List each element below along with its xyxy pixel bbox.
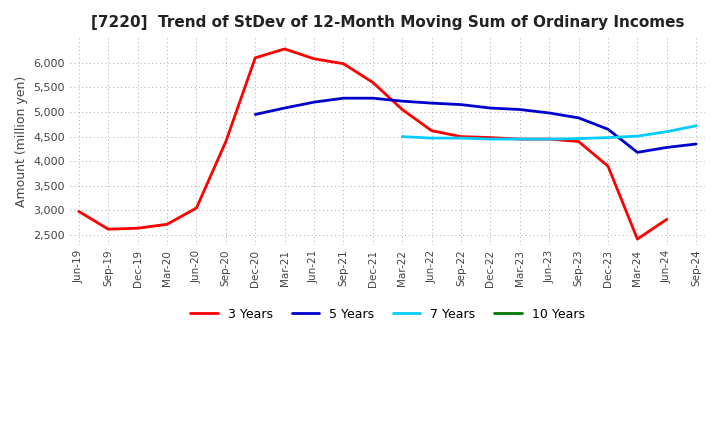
3 Years: [251, 55, 259, 60]
5 Years: [516, 107, 524, 112]
Legend: 3 Years, 5 Years, 7 Years, 10 Years: 3 Years, 5 Years, 7 Years, 10 Years: [185, 303, 590, 326]
3 Years: [310, 56, 318, 62]
3 Years: [369, 80, 377, 85]
5 Years: [486, 106, 495, 111]
5 Years: [575, 115, 583, 121]
7 Years: [486, 136, 495, 142]
3 Years: [398, 107, 407, 112]
3 Years: [662, 217, 671, 222]
5 Years: [456, 102, 465, 107]
5 Years: [633, 150, 642, 155]
7 Years: [662, 129, 671, 134]
7 Years: [692, 123, 701, 128]
7 Years: [633, 133, 642, 139]
5 Years: [662, 145, 671, 150]
Title: [7220]  Trend of StDev of 12-Month Moving Sum of Ordinary Incomes: [7220] Trend of StDev of 12-Month Moving…: [91, 15, 684, 30]
5 Years: [545, 110, 554, 116]
3 Years: [486, 135, 495, 140]
5 Years: [339, 95, 348, 101]
3 Years: [633, 236, 642, 242]
5 Years: [310, 99, 318, 105]
3 Years: [427, 128, 436, 133]
Line: 5 Years: 5 Years: [255, 98, 696, 152]
7 Years: [545, 136, 554, 142]
7 Years: [427, 136, 436, 141]
Y-axis label: Amount (million yen): Amount (million yen): [15, 76, 28, 207]
7 Years: [456, 136, 465, 141]
3 Years: [280, 46, 289, 51]
7 Years: [398, 134, 407, 139]
5 Years: [369, 95, 377, 101]
3 Years: [133, 226, 142, 231]
3 Years: [192, 205, 201, 211]
5 Years: [603, 127, 612, 132]
3 Years: [222, 139, 230, 144]
5 Years: [427, 100, 436, 106]
3 Years: [516, 136, 524, 142]
7 Years: [575, 136, 583, 141]
3 Years: [545, 136, 554, 142]
3 Years: [75, 209, 84, 214]
3 Years: [339, 61, 348, 66]
5 Years: [251, 112, 259, 117]
Line: 3 Years: 3 Years: [79, 49, 667, 239]
3 Years: [163, 222, 171, 227]
5 Years: [398, 99, 407, 104]
7 Years: [516, 136, 524, 142]
Line: 7 Years: 7 Years: [402, 126, 696, 139]
5 Years: [280, 106, 289, 111]
7 Years: [603, 135, 612, 140]
3 Years: [456, 134, 465, 139]
3 Years: [575, 139, 583, 144]
3 Years: [603, 164, 612, 169]
5 Years: [692, 141, 701, 147]
3 Years: [104, 227, 112, 232]
